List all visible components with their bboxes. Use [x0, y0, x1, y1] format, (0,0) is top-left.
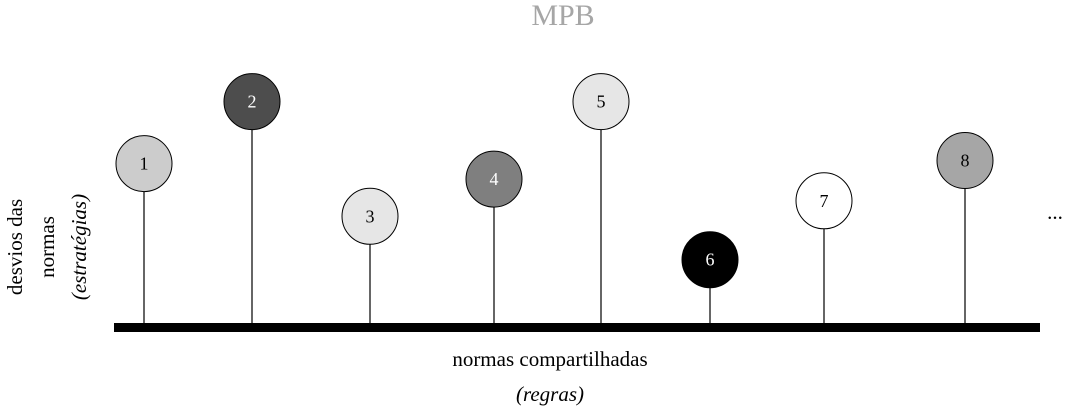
pin-6-label: 6 [706, 250, 715, 270]
pin-8: 8 [936, 132, 994, 323]
pin-7: 7 [795, 172, 853, 323]
baseline-bar [114, 323, 1040, 332]
pin-7-label: 7 [820, 191, 829, 211]
pin-4-circle [465, 150, 523, 208]
pin-2-circle [223, 73, 281, 131]
pin-3-label: 3 [366, 206, 375, 226]
pin-4: 4 [465, 150, 523, 323]
pin-1-label: 1 [140, 154, 149, 174]
pin-8-label: 8 [961, 151, 970, 171]
y-axis-label-line1: desvios das [3, 199, 27, 295]
pin-7-circle [795, 172, 853, 230]
x-axis-label: normas compartilhadas [452, 347, 647, 371]
pin-2: 2 [223, 73, 281, 323]
diagram-title: MPB [531, 0, 594, 32]
pin-6-circle [681, 231, 739, 289]
continuation-ellipsis: ... [1047, 200, 1063, 224]
pin-2-label: 2 [248, 92, 257, 112]
pin-5-circle [572, 73, 630, 131]
y-axis-label: desvios das normas (estratégias) [3, 194, 91, 300]
pin-3: 3 [341, 187, 399, 323]
pin-1: 1 [115, 135, 173, 323]
pin-4-label: 4 [490, 169, 499, 189]
pin-5-label: 5 [597, 92, 606, 112]
pin-6: 6 [681, 231, 739, 323]
x-axis-sublabel: (regras) [516, 382, 584, 406]
y-axis-label-line2: normas [35, 216, 59, 278]
pin-5: 5 [572, 73, 630, 323]
pins-group: 1 2 3 4 5 6 7 8 [115, 73, 994, 323]
pin-1-circle [115, 135, 173, 193]
pin-8-circle [936, 132, 994, 189]
pin-3-circle [341, 187, 399, 245]
y-axis-sublabel: (estratégias) [67, 194, 91, 300]
